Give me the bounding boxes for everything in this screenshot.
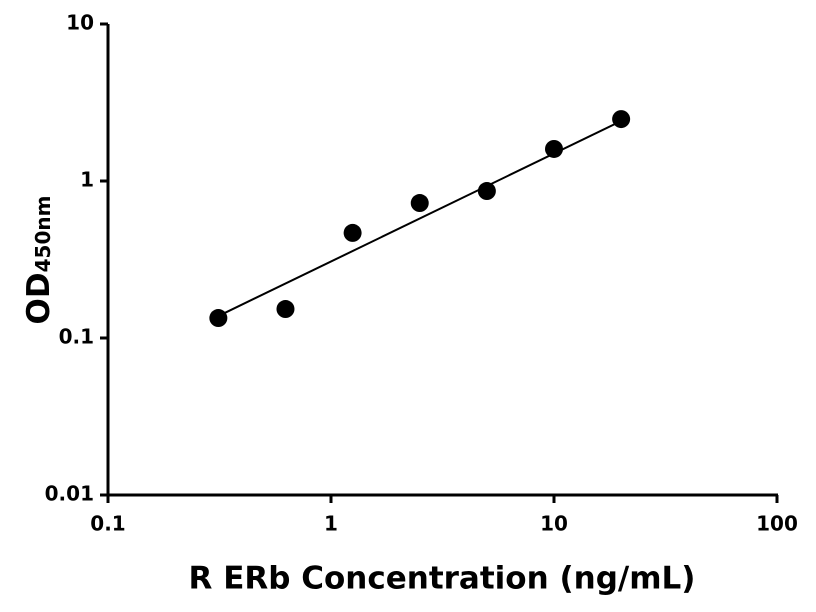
- x-tick-label: 100: [756, 512, 798, 536]
- y-tick-label: 1: [80, 168, 94, 192]
- data-point: [410, 194, 429, 213]
- y-tick-label: 0.1: [59, 325, 94, 349]
- y-label-subscript: 450nm: [31, 196, 55, 273]
- data-point: [276, 300, 295, 319]
- y-tick-label: 10: [66, 11, 94, 35]
- x-axis-label: R ERb Concentration (ng/mL): [189, 561, 696, 597]
- y-tick-label: 0.01: [45, 482, 94, 506]
- data-point: [477, 182, 496, 201]
- y-axis-label: OD450nm: [21, 196, 57, 325]
- data-point: [545, 139, 563, 158]
- x-tick-label: 0.1: [90, 512, 125, 536]
- data-point: [612, 110, 631, 129]
- x-tick-label: 10: [540, 512, 568, 536]
- y-label-main: OD: [21, 272, 57, 324]
- data-point: [209, 309, 228, 328]
- x-tick-label: 1: [324, 512, 338, 536]
- data-point: [343, 223, 362, 242]
